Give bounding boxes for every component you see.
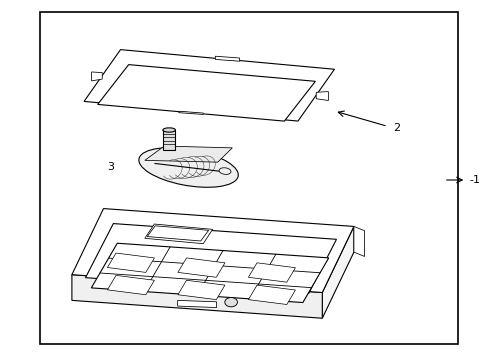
Polygon shape [107, 275, 154, 295]
Text: -1: -1 [468, 175, 479, 185]
Polygon shape [144, 146, 232, 162]
Polygon shape [91, 72, 102, 81]
Text: 2: 2 [392, 123, 399, 133]
Polygon shape [178, 280, 224, 300]
Polygon shape [353, 226, 364, 256]
Text: 3: 3 [107, 162, 114, 172]
Circle shape [224, 297, 237, 307]
Polygon shape [72, 208, 353, 293]
Polygon shape [179, 111, 203, 114]
Polygon shape [91, 243, 328, 302]
Polygon shape [215, 56, 239, 61]
Polygon shape [163, 130, 175, 150]
Polygon shape [147, 226, 208, 241]
Polygon shape [72, 275, 322, 318]
Polygon shape [248, 285, 295, 305]
Polygon shape [107, 253, 154, 273]
Ellipse shape [219, 168, 230, 174]
Polygon shape [98, 64, 315, 121]
Polygon shape [316, 91, 328, 100]
Polygon shape [84, 50, 334, 121]
Polygon shape [177, 300, 216, 307]
Polygon shape [248, 263, 295, 282]
Polygon shape [85, 224, 336, 293]
Polygon shape [144, 224, 212, 244]
Ellipse shape [139, 148, 238, 187]
FancyBboxPatch shape [40, 12, 458, 344]
Polygon shape [178, 258, 224, 277]
Ellipse shape [163, 128, 175, 132]
Polygon shape [322, 226, 353, 318]
